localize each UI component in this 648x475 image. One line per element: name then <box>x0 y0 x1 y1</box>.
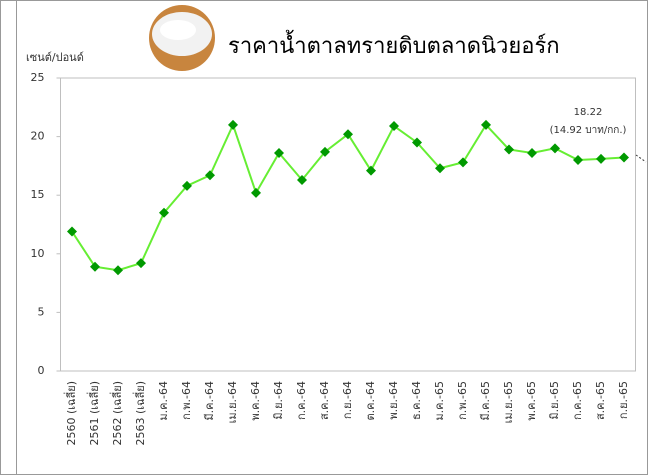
x-tick-label: มิ.ย.-65 <box>548 381 561 420</box>
data-point <box>136 258 146 269</box>
y-axis-label: เซนต์/ปอนด์ <box>26 51 84 64</box>
annotation: 18.22 <box>574 107 603 118</box>
x-tick-label: มิ.ย.-64 <box>272 381 285 420</box>
data-point <box>550 143 560 154</box>
data-point <box>458 157 468 168</box>
data-point <box>159 207 169 218</box>
y-tick-label: 25 <box>31 71 45 84</box>
x-tick-label: ก.ย.-65 <box>617 381 630 419</box>
x-tick-label: ม.ค.-65 <box>433 381 446 421</box>
x-tick-label: มี.ค.-65 <box>479 381 492 421</box>
data-point <box>113 265 123 276</box>
data-point <box>481 119 491 130</box>
sugar-icon <box>149 5 215 71</box>
x-tick-label: เม.ย.-65 <box>502 381 515 423</box>
y-tick-label: 15 <box>31 188 45 201</box>
data-point <box>596 153 606 164</box>
x-tick-label: พ.ย.-64 <box>387 381 400 420</box>
x-tick-label: ก.ย.-64 <box>341 381 354 419</box>
plot-area <box>60 77 636 372</box>
annotation: (14.92 บาท/กก.) <box>550 125 627 136</box>
data-point <box>412 137 422 148</box>
data-point <box>228 119 238 130</box>
x-tick-label: 2561 (เฉลี่ย) <box>86 381 101 446</box>
y-tick-label: 5 <box>38 305 45 318</box>
x-tick-label: ต.ค.-64 <box>364 381 377 420</box>
x-tick-label: ก.ค.-65 <box>571 381 584 420</box>
x-tick-label: ส.ค.-64 <box>318 381 331 420</box>
x-tick-label: ก.พ.-64 <box>180 381 193 420</box>
data-point <box>619 152 629 163</box>
data-point <box>297 174 307 185</box>
data-point <box>205 170 215 181</box>
x-tick-label: มี.ค.-64 <box>203 381 216 421</box>
x-tick-label: ธ.ค.-64 <box>410 381 423 420</box>
y-tick-label: 20 <box>31 130 45 143</box>
x-tick-label: ก.พ.-65 <box>456 381 469 420</box>
x-tick-label: ก.ค.-64 <box>295 381 308 420</box>
data-point <box>274 148 284 159</box>
data-point <box>251 187 261 198</box>
data-point <box>90 261 100 272</box>
data-point <box>366 165 376 176</box>
x-tick-label: 2563 (เฉลี่ย) <box>132 381 147 446</box>
x-tick-label: พ.ค.-64 <box>249 381 262 421</box>
data-point <box>573 155 583 166</box>
x-tick-label: เม.ย.-64 <box>226 381 239 423</box>
data-point <box>320 146 330 157</box>
x-tick-label: 2562 (เฉลี่ย) <box>109 381 124 446</box>
data-point <box>67 226 77 237</box>
x-tick-label: ส.ค.-65 <box>594 381 607 420</box>
data-point <box>435 163 445 174</box>
data-point <box>527 148 537 159</box>
x-tick-label: 2560 (เฉลี่ย) <box>63 381 78 446</box>
data-point <box>182 180 192 191</box>
chart-title: ราคาน้ำตาลทรายดิบตลาดนิวยอร์ก <box>228 30 560 59</box>
data-point <box>343 129 353 140</box>
x-tick-label: ม.ค.-64 <box>157 381 170 421</box>
data-point <box>504 144 514 155</box>
y-tick-label: 0 <box>38 364 45 377</box>
x-tick-label: พ.ค.-65 <box>525 381 538 421</box>
y-tick-label: 10 <box>31 247 45 260</box>
data-point <box>389 121 399 132</box>
